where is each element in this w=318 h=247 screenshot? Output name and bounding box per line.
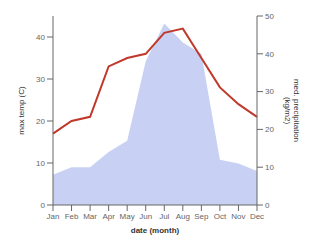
svg-text:Jan: Jan: [47, 212, 60, 221]
svg-text:0: 0: [41, 201, 46, 210]
svg-text:30: 30: [265, 87, 274, 96]
svg-text:20: 20: [265, 125, 274, 134]
svg-text:Nov: Nov: [231, 212, 245, 221]
svg-text:40: 40: [36, 33, 45, 42]
svg-text:date (month): date (month): [131, 226, 180, 235]
svg-text:20: 20: [36, 117, 45, 126]
svg-text:Feb: Feb: [65, 212, 79, 221]
svg-text:0: 0: [265, 201, 270, 210]
svg-text:Sep: Sep: [194, 212, 209, 221]
svg-text:Dec: Dec: [250, 212, 264, 221]
svg-text:May: May: [120, 212, 135, 221]
svg-text:Jul: Jul: [159, 212, 169, 221]
svg-text:40: 40: [265, 50, 274, 59]
svg-text:Oct: Oct: [214, 212, 227, 221]
svg-text:30: 30: [36, 75, 45, 84]
svg-text:med. precipitation(kg/m2): med. precipitation(kg/m2): [283, 79, 301, 142]
svg-text:Aug: Aug: [176, 212, 190, 221]
svg-text:50: 50: [265, 12, 274, 21]
svg-text:10: 10: [36, 159, 45, 168]
svg-text:Jun: Jun: [139, 212, 152, 221]
svg-text:10: 10: [265, 163, 274, 172]
svg-text:max temp (C): max temp (C): [17, 86, 26, 135]
svg-text:Apr: Apr: [102, 212, 115, 221]
svg-text:Mar: Mar: [83, 212, 97, 221]
